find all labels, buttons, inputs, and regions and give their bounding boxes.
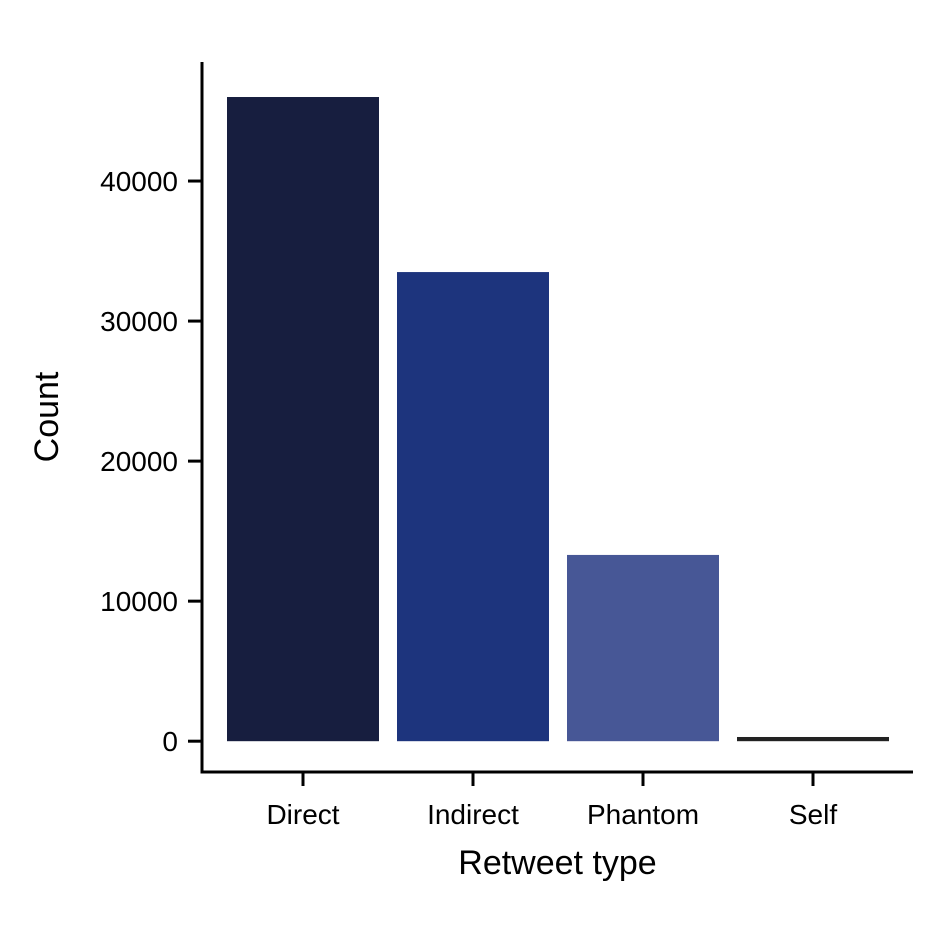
y-tick-label: 10000 [100, 586, 178, 617]
bar-direct [227, 97, 379, 742]
x-axis-title: Retweet type [458, 844, 656, 882]
y-tick-label: 40000 [100, 166, 178, 197]
x-tick-label-indirect: Indirect [427, 799, 519, 830]
bars-group [227, 97, 889, 742]
bar-indirect [397, 272, 549, 742]
y-tick-label: 0 [162, 726, 178, 757]
bar-phantom [567, 554, 719, 742]
bar-self [737, 736, 889, 742]
x-tick-label-phantom: Phantom [587, 799, 699, 830]
x-tick-label-self: Self [789, 799, 837, 830]
y-tick-label: 20000 [100, 446, 178, 477]
y-axis-title: Count [28, 371, 66, 462]
y-tick-label: 30000 [100, 306, 178, 337]
x-ticks-group: Direct Indirect Phantom Self [266, 772, 837, 830]
y-ticks-group: 0 10000 20000 30000 40000 [100, 166, 202, 757]
x-tick-label-direct: Direct [266, 799, 339, 830]
